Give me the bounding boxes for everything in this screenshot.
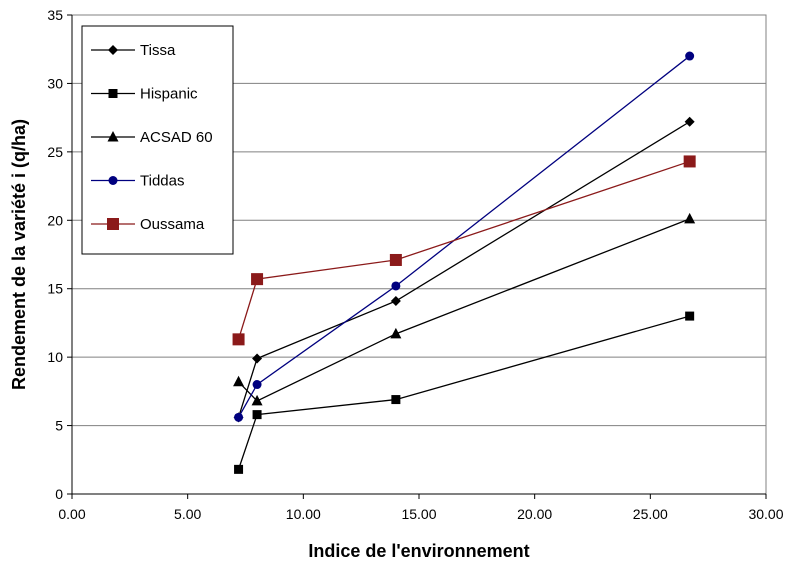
series	[232, 51, 696, 474]
x-tick-label-0: 0.00	[58, 506, 85, 522]
point-acsad-60-0	[233, 375, 245, 387]
tick-labels: 0.00 5.00 10.00 15.00 20.00 25.00 30.00 0 5 10 15 2…	[47, 7, 783, 522]
legend-item-tissa: Tissa	[91, 42, 176, 59]
series-tiddas	[234, 51, 695, 422]
legend-swatch-marker-tissa	[108, 45, 118, 55]
legend-label-tissa: Tissa	[140, 42, 176, 59]
legend-label-acsad-60: ACSAD 60	[140, 129, 213, 146]
point-tiddas-1	[252, 380, 262, 390]
point-tiddas-2	[391, 281, 401, 291]
x-tick-label-4: 20.00	[517, 506, 552, 522]
legend-swatch-marker-acsad-60	[107, 131, 119, 142]
y-tick-label-5: 25	[47, 144, 63, 160]
y-tick-label-7: 35	[47, 7, 63, 23]
point-oussama-0	[232, 333, 245, 346]
point-hispanic-3	[685, 311, 695, 321]
legend-label-tiddas: Tiddas	[140, 173, 184, 190]
y-tick-label-3: 15	[47, 281, 63, 297]
legend: Tissa Hispanic ACSAD 60 Tiddas Oussama	[81, 25, 234, 255]
series-oussama	[232, 155, 696, 346]
point-tissa-2	[390, 296, 401, 307]
series-line-tissa	[237, 121, 690, 418]
point-acsad-60-3	[684, 212, 696, 224]
point-tissa-3	[684, 116, 695, 127]
series-line-hispanic	[237, 315, 690, 470]
point-tiddas-3	[685, 51, 695, 61]
legend-label-hispanic: Hispanic	[140, 86, 198, 103]
y-tick-label-4: 20	[47, 212, 63, 228]
legend-swatch-marker-tiddas	[108, 176, 118, 185]
series-line-tiddas	[237, 55, 691, 418]
y-axis-title: Rendement de la variété i (q/ha)	[9, 119, 29, 390]
legend-swatch-marker-oussama	[107, 218, 119, 230]
x-tick-label-6: 30.00	[748, 506, 783, 522]
y-tick-label-2: 10	[47, 349, 63, 365]
legend-item-oussama: Oussama	[91, 216, 205, 233]
y-tick-label-1: 5	[55, 418, 63, 434]
x-tick-label-1: 5.00	[174, 506, 201, 522]
point-tiddas-0	[234, 412, 244, 422]
y-tick-label-6: 30	[47, 75, 63, 91]
series-hispanic	[234, 311, 695, 474]
series-acsad-60	[233, 212, 696, 406]
series-line-acsad-60	[238, 218, 690, 402]
x-tick-label-5: 25.00	[633, 506, 668, 522]
point-oussama-3	[683, 155, 696, 168]
legend-item-tiddas: Tiddas	[91, 173, 184, 190]
legend-box	[81, 25, 234, 255]
legend-item-acsad-60: ACSAD 60	[91, 129, 213, 146]
legend-label-oussama: Oussama	[140, 216, 205, 233]
point-acsad-60-1	[251, 394, 263, 406]
x-tick-label-2: 10.00	[286, 506, 321, 522]
point-acsad-60-2	[390, 327, 402, 339]
legend-swatch-marker-hispanic	[108, 89, 118, 98]
series-line-oussama	[237, 160, 690, 340]
x-tick-label-3: 15.00	[401, 506, 436, 522]
series-tissa	[233, 116, 695, 423]
x-axis-title: Indice de l'environnement	[308, 541, 529, 561]
point-hispanic-0	[234, 464, 244, 474]
y-tick-label-0: 0	[55, 486, 63, 502]
point-oussama-2	[389, 253, 402, 266]
point-tissa-1	[252, 353, 263, 364]
point-oussama-1	[251, 273, 264, 286]
point-hispanic-2	[391, 395, 401, 405]
legend-item-hispanic: Hispanic	[91, 86, 198, 103]
point-hispanic-1	[252, 410, 262, 420]
